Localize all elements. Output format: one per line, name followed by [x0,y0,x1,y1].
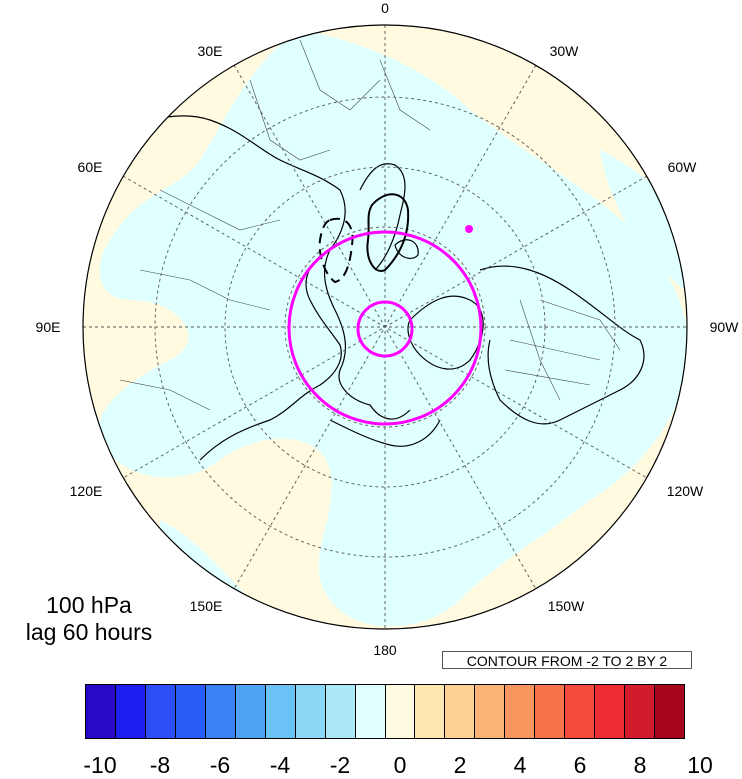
colorbar-label: 0 [393,752,407,778]
colorbar [85,684,685,739]
colorbar-label: -6 [209,752,231,778]
lon-label-60w: 60W [668,159,698,175]
colorbar-cell [115,685,146,738]
colorbar-cell [295,685,326,738]
colorbar-label: 10 [687,752,713,778]
colorbar-cell [565,685,596,738]
caption-lag: lag 60 hours [25,619,153,645]
lon-label-90e: 90E [36,319,61,335]
colorbar-label: 8 [633,752,647,778]
colorbar-cell [505,685,536,738]
colorbar-cell [385,685,416,738]
contour-info-box: CONTOUR FROM -2 TO 2 BY 2 [442,651,692,669]
lon-label-150e: 150E [190,598,223,614]
country-borders [119,39,621,411]
colorbar-label: 6 [573,752,587,778]
colorbar-cell [355,685,386,738]
colorbar-cell [265,685,296,738]
plot-caption: 100 hPa lag 60 hours [14,592,164,646]
colorbar-label: 2 [453,752,467,778]
caption-level: 100 hPa [46,592,132,618]
colorbar-label: -8 [149,752,171,778]
lon-label-0: 0 [381,0,389,16]
colorbar-label: 4 [513,752,527,778]
colorbar-cell [475,685,506,738]
lon-label-60e: 60E [78,159,103,175]
colorbar-cell [655,685,685,738]
lon-label-120w: 120W [667,483,704,499]
colorbar-cell [415,685,446,738]
colorbar-cell [595,685,626,738]
magenta-marker [465,225,473,233]
lon-label-120e: 120E [70,483,103,499]
graticule [83,25,687,629]
colorbar-label: -10 [83,752,117,778]
colorbar-cell [205,685,236,738]
colorbar-cell [445,685,476,738]
lon-label-90w: 90W [710,319,740,335]
map-boundary [82,24,688,630]
colorbar-label: -4 [269,752,291,778]
colorbar-cell [625,685,656,738]
lon-label-30w: 30W [550,43,580,59]
negative-region-central [98,30,687,627]
colorbar-cell [86,685,116,738]
magenta-contours [287,230,483,426]
colorbar-label: -2 [329,752,351,778]
colorbar-cell [145,685,176,738]
colorbar-cell [235,685,266,738]
black-contours [318,193,410,284]
lon-label-150w: 150W [548,598,585,614]
coastlines [109,115,645,461]
lon-label-30e: 30E [198,43,223,59]
colorbar-labels: -10 -8 -6 -4 -2 0 2 4 6 8 10 [83,752,712,778]
colorbar-cell [325,685,356,738]
lon-label-180: 180 [373,642,397,658]
colorbar-cell [175,685,206,738]
negative-region-east [600,150,687,300]
colorbar-cell [535,685,566,738]
